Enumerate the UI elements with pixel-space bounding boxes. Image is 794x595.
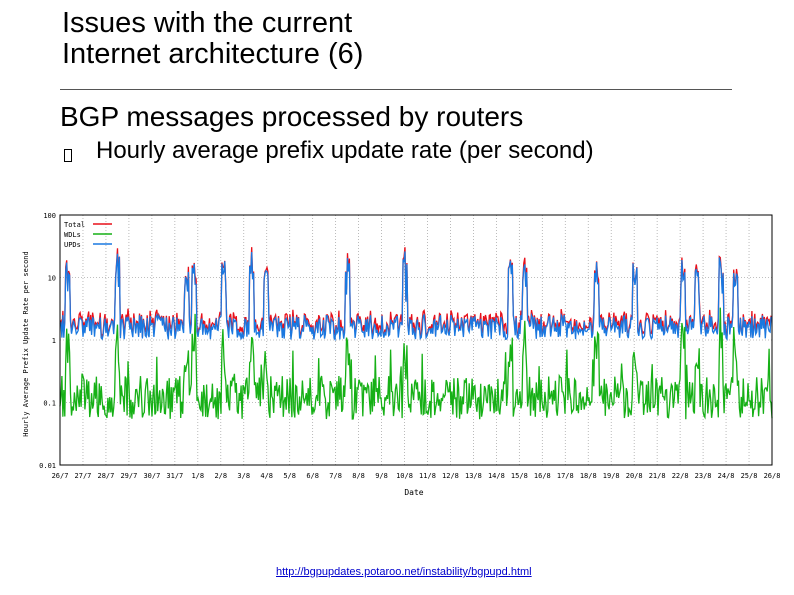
- x-tick-label: 23/8: [695, 472, 712, 480]
- y-axis-label: Hourly Average Prefix Update Rate per se…: [22, 251, 30, 436]
- slide-title-line-1: Issues with the current: [62, 7, 353, 39]
- y-tick-label: 0.1: [43, 400, 56, 408]
- x-tick-label: 20/8: [626, 472, 643, 480]
- legend-label-total: Total: [64, 221, 85, 229]
- chart-grid: [59, 214, 773, 466]
- x-tick-label: 22/8: [672, 472, 689, 480]
- legend-label-wdls: WDLs: [64, 231, 81, 239]
- series-line-wdls: [59, 307, 773, 420]
- y-tick-label: 10: [48, 275, 56, 283]
- slide-title: Issues with the current Internet archite…: [62, 8, 363, 70]
- x-tick-label: 31/7: [166, 472, 183, 480]
- x-tick-label: 7/8: [329, 472, 342, 480]
- y-axis-ticks: 100 10 1 0.1 0.01: [39, 212, 56, 470]
- x-tick-label: 29/7: [120, 472, 137, 480]
- y-tick-label: 0.01: [39, 462, 56, 470]
- x-tick-label: 27/7: [75, 472, 92, 480]
- chart-series: [59, 247, 773, 420]
- x-tick-label: 11/8: [419, 472, 436, 480]
- x-tick-label: 16/8: [534, 472, 551, 480]
- series-line-upds: [59, 251, 773, 342]
- source-link[interactable]: http://bgpupdates.potaroo.net/instabilit…: [276, 566, 532, 578]
- x-tick-label: 25/8: [741, 472, 758, 480]
- chart-legend: Total WDLs UPDs: [64, 221, 112, 249]
- legend-label-upds: UPDs: [64, 241, 81, 249]
- x-tick-label: 26/7: [52, 472, 69, 480]
- x-tick-label: 24/8: [718, 472, 735, 480]
- x-tick-label: 12/8: [442, 472, 459, 480]
- x-tick-label: 19/8: [603, 472, 620, 480]
- x-tick-label: 3/8: [237, 472, 250, 480]
- x-tick-label: 13/8: [465, 472, 482, 480]
- x-tick-label: 26/8: [764, 472, 781, 480]
- x-tick-label: 6/8: [306, 472, 319, 480]
- x-axis-label: Date: [404, 488, 423, 497]
- x-tick-label: 18/8: [580, 472, 597, 480]
- x-tick-label: 4/8: [260, 472, 273, 480]
- x-tick-label: 10/8: [396, 472, 413, 480]
- x-tick-label: 8/8: [352, 472, 365, 480]
- slide-subheading: BGP messages processed by routers: [60, 101, 524, 132]
- bullet-item: Hourly average prefix update rate (per s…: [60, 136, 594, 166]
- x-tick-label: 17/8: [557, 472, 574, 480]
- x-tick-label: 2/8: [214, 472, 227, 480]
- title-divider: [60, 89, 732, 90]
- bullet-text: Hourly average prefix update rate (per s…: [96, 137, 594, 164]
- x-tick-label: 9/8: [375, 472, 388, 480]
- x-tick-label: 5/8: [283, 472, 296, 480]
- bullet-marker-icon: [64, 148, 72, 162]
- y-tick-label: 1: [52, 337, 56, 345]
- x-tick-label: 14/8: [488, 472, 505, 480]
- x-tick-label: 30/7: [143, 472, 160, 480]
- y-tick-label: 100: [43, 212, 56, 220]
- bgp-update-rate-chart: 100 10 1 0.1 0.01 26/7 27/7 28/7 29/7 30/7 31/7 1/…: [22, 212, 781, 497]
- slide-title-line-2: Internet architecture (6): [62, 38, 364, 70]
- x-tick-label: 15/8: [511, 472, 528, 480]
- plot-frame: [59, 214, 773, 466]
- x-tick-label: 1/8: [191, 472, 204, 480]
- x-tick-label: 21/8: [649, 472, 666, 480]
- x-tick-label: 28/7: [98, 472, 115, 480]
- x-axis-ticks: 26/7 27/7 28/7 29/7 30/7 31/7 1/8 2/8 3/8 4/8 5/8 6…: [52, 472, 781, 480]
